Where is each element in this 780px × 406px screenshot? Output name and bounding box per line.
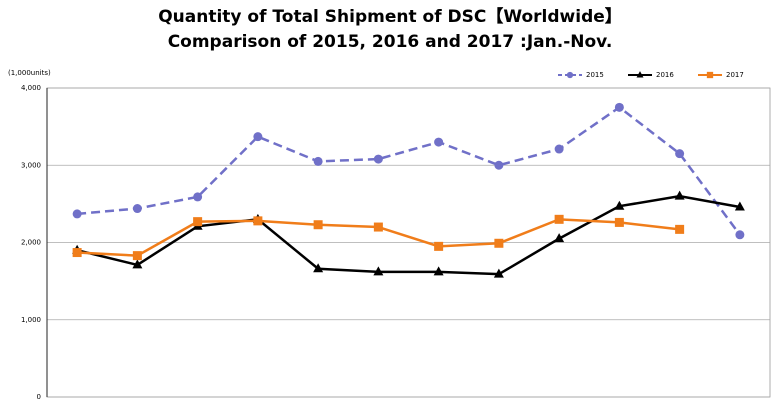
point	[313, 220, 323, 230]
point	[373, 154, 383, 164]
point	[614, 102, 624, 112]
point	[434, 137, 444, 147]
point	[554, 214, 564, 224]
chart-subtitle: Comparison of 2015, 2016 and 2017 :Jan.-…	[168, 32, 613, 52]
point	[373, 266, 384, 276]
legend-marker	[566, 71, 574, 79]
point	[132, 204, 142, 214]
point	[193, 192, 203, 202]
point	[132, 259, 143, 269]
point	[494, 160, 504, 170]
point	[253, 216, 263, 226]
series-line	[76, 194, 741, 276]
point	[734, 201, 745, 211]
y-tick-label: 1,000	[21, 316, 41, 324]
y-tick-label: 3,000	[21, 161, 41, 169]
point	[554, 144, 564, 154]
y-tick-label: 0	[37, 393, 41, 401]
point	[674, 190, 685, 200]
point	[675, 224, 685, 234]
chart-title: Quantity of Total Shipment of DSC【Worldw…	[158, 6, 622, 27]
point	[493, 268, 504, 278]
point	[433, 266, 444, 276]
point	[313, 263, 324, 273]
point	[434, 241, 444, 251]
point	[72, 248, 82, 258]
point	[554, 233, 565, 243]
legend-marker	[636, 71, 644, 78]
legend-label: 2017	[726, 71, 744, 79]
point	[132, 251, 142, 261]
point	[614, 217, 624, 227]
point	[614, 200, 625, 210]
point	[313, 156, 323, 166]
y-axis-label: (1,000units)	[8, 69, 51, 77]
point	[373, 222, 383, 232]
series-line	[77, 105, 741, 236]
point	[675, 149, 685, 159]
legend-marker	[706, 71, 714, 79]
point	[494, 238, 504, 248]
point	[193, 217, 203, 227]
legend-label: 2016	[656, 71, 674, 79]
point	[735, 230, 745, 240]
legend-label: 2015	[586, 71, 604, 79]
point	[253, 132, 263, 142]
point	[72, 209, 82, 219]
y-tick-label: 2,000	[21, 239, 41, 247]
y-tick-label: 4,000	[21, 84, 41, 92]
